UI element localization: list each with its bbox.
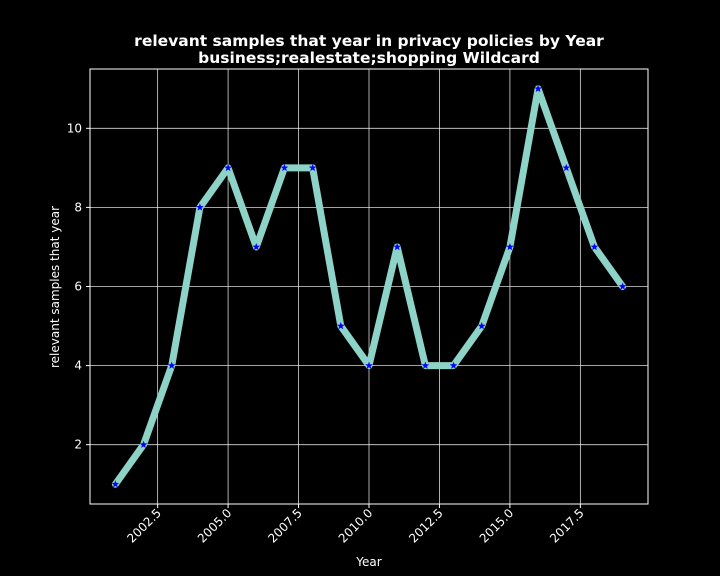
y-tick-label: 10 bbox=[67, 121, 82, 135]
data-point-marker bbox=[449, 361, 458, 369]
y-tick-label: 6 bbox=[74, 280, 82, 294]
data-point-marker bbox=[196, 203, 204, 211]
data-point-marker bbox=[421, 361, 430, 369]
data-point-marker bbox=[562, 163, 571, 172]
data-point-marker bbox=[477, 322, 486, 330]
data-point-marker bbox=[618, 282, 627, 290]
data-point-marker bbox=[534, 84, 542, 93]
y-tick-label: 4 bbox=[74, 359, 82, 373]
y-tick-label: 8 bbox=[74, 200, 82, 214]
chart-subtitle: business;realestate;shopping Wildcard bbox=[198, 49, 540, 67]
data-point-marker bbox=[393, 242, 401, 251]
data-point-marker bbox=[590, 242, 599, 251]
data-point-marker bbox=[365, 361, 373, 369]
data-point-marker bbox=[252, 242, 261, 251]
data-point-marker bbox=[111, 480, 120, 488]
y-axis-label: relevant samples that year bbox=[48, 206, 62, 368]
data-point-marker bbox=[280, 163, 289, 172]
series-layer bbox=[111, 84, 627, 488]
data-point-marker bbox=[167, 361, 176, 369]
data-point-marker bbox=[139, 440, 148, 448]
y-tick-label: 2 bbox=[74, 438, 82, 452]
chart-title: relevant samples that year in privacy po… bbox=[134, 32, 604, 50]
data-point-marker bbox=[308, 163, 317, 172]
data-point-marker bbox=[224, 163, 232, 172]
data-point-marker bbox=[506, 242, 514, 251]
x-axis-label: Year bbox=[355, 555, 381, 569]
data-point-marker bbox=[337, 322, 345, 330]
